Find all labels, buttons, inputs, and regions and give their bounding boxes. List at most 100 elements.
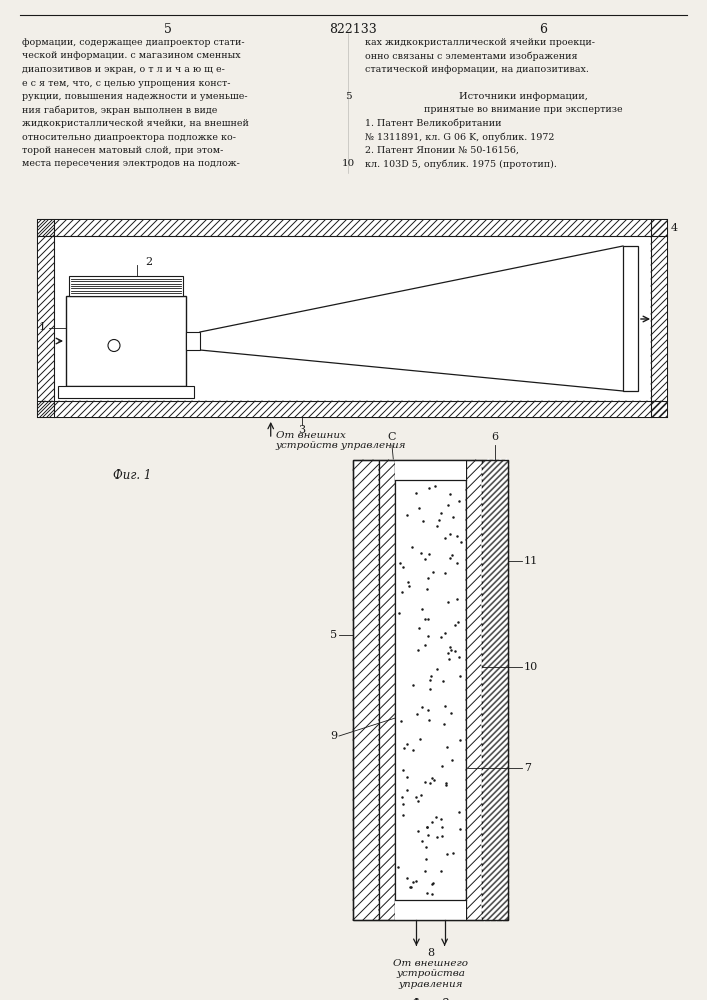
Point [445,642,456,658]
Point [449,643,460,659]
Point [453,804,464,820]
Point [424,672,436,688]
Point [416,833,428,849]
Point [407,677,419,693]
Point [428,772,439,788]
Point [414,620,425,636]
Point [453,493,464,509]
Point [423,702,434,718]
Point [410,789,421,805]
Bar [651,220,667,417]
Text: 5: 5 [330,630,337,640]
Circle shape [108,340,120,352]
Text: 2. Патент Японии № 50-16156,: 2. Патент Японии № 50-16156, [365,146,519,155]
Text: е с я тем, что, с целью упрощения конст­: е с я тем, что, с целью упрощения конст­ [22,79,230,88]
Point [413,500,424,516]
Point [396,789,407,805]
Bar [466,460,482,920]
Text: рукции, повышения надежности и уменьше­: рукции, повышения надежности и уменьше­ [22,92,247,101]
Point [423,827,434,843]
Point [423,546,434,562]
Text: ния габаритов, экран выполнен в виде: ния габаритов, экран выполнен в виде [22,105,217,115]
Bar [395,900,466,920]
Point [419,637,431,653]
Point [428,564,439,580]
Point [425,775,436,791]
Point [401,736,412,752]
Text: места пересечения электродов на подлож­: места пересечения электродов на подлож­ [22,159,240,168]
Point [436,819,448,835]
Point [421,819,432,835]
Text: 1. Патент Великобритании: 1. Патент Великобритании [365,119,501,128]
Point [401,769,412,785]
Point [420,839,431,855]
Bar [54,236,651,401]
Bar [38,401,667,417]
Point [453,649,464,665]
Point [422,885,433,901]
Text: 10: 10 [524,662,538,672]
Point [447,752,458,768]
Point [423,480,435,496]
Text: жидкокристаллической ячейки, на внешней: жидкокристаллической ячейки, на внешней [22,119,249,128]
Point [397,559,409,575]
Point [402,574,414,590]
Point [431,809,442,825]
Text: № 1311891, кл. G 06 K, опублик. 1972: № 1311891, кл. G 06 K, опублик. 1972 [365,132,554,142]
Point [412,793,423,809]
Point [443,497,454,513]
Point [416,601,428,617]
Point [407,539,418,555]
Text: 10: 10 [341,159,355,168]
Point [407,874,419,890]
Point [404,879,416,895]
Point [401,782,412,798]
Text: принятые во внимание при экспертизе: принятые во внимание при экспертизе [423,105,622,114]
Point [422,819,433,835]
Bar [395,460,466,480]
Text: От внешнего
устройства
управления: От внешнего устройства управления [393,959,468,989]
Point [438,673,449,689]
Bar [353,460,379,920]
Text: 4: 4 [671,223,678,233]
Bar [66,296,186,386]
Point [416,699,428,715]
Point [439,565,450,581]
Point [451,528,462,544]
Point [448,509,459,525]
Point [452,614,464,630]
Text: Фиг. 1: Фиг. 1 [113,469,151,482]
Point [411,873,422,889]
Point [445,705,457,721]
Point [441,739,452,755]
Text: статической информации, на диапозитивах.: статической информации, на диапозитивах. [365,65,589,74]
Point [444,550,455,566]
Point [455,534,467,550]
Point [424,681,436,697]
Text: ческой информации. с магазином сменных: ческой информации. с магазином сменных [22,51,240,60]
Text: кл. 103D 5, опублик. 1975 (прототип).: кл. 103D 5, опублик. 1975 (прототип). [365,159,557,169]
Point [411,706,423,722]
Point [440,698,451,714]
Point [455,732,466,748]
Text: 8: 8 [427,948,434,958]
Point [444,639,455,655]
Text: формации, содержащее диапроектор стати­: формации, содержащее диапроектор стати­ [22,38,245,47]
Text: 7: 7 [524,763,531,773]
Text: 1: 1 [39,322,46,332]
Bar [353,460,508,920]
Text: 2: 2 [146,257,153,267]
Text: относительно диапроектора подложке ко­: относительно диапроектора подложке ко­ [22,132,236,141]
Text: 5: 5 [164,23,172,36]
Point [397,796,409,812]
Point [395,713,407,729]
Point [450,617,461,633]
Text: онно связаны с элементами изображения: онно связаны с элементами изображения [365,51,578,61]
Point [412,823,423,839]
Point [431,661,443,677]
Text: 6: 6 [491,432,498,442]
Point [406,879,417,895]
Point [402,507,413,523]
Point [437,758,448,774]
Point [397,807,408,823]
